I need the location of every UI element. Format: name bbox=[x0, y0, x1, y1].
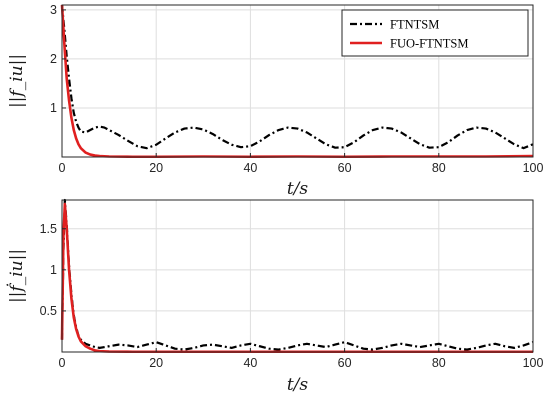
y-tick-label: 1.5 bbox=[40, 222, 57, 236]
x-tick-label: 100 bbox=[523, 161, 544, 175]
plot-frame bbox=[61, 199, 534, 353]
x-axis-label: t/s bbox=[287, 179, 309, 199]
legend-label-fuo-ftntsm: FUO-FTNTSM bbox=[390, 37, 469, 51]
x-tick-label: 20 bbox=[149, 356, 163, 370]
x-tick-label: 0 bbox=[59, 161, 66, 175]
y-tick-label: 1 bbox=[50, 263, 57, 277]
x-tick-label: 80 bbox=[432, 356, 446, 370]
x-tick-label: 40 bbox=[243, 356, 257, 370]
x-axis-label: t/s bbox=[287, 375, 309, 395]
x-tick-label: 60 bbox=[338, 161, 352, 175]
x-tick-label: 0 bbox=[59, 356, 66, 370]
x-tick-label: 60 bbox=[338, 356, 352, 370]
y-axis-label: ||ḟ_iu|| bbox=[7, 249, 27, 303]
series-fuo-ftntsm-line bbox=[60, 202, 533, 354]
x-tick-label: 100 bbox=[523, 356, 544, 370]
panel-1: 0 20 40 60 80 100 1 2 3 t/s ||f_iu|| bbox=[7, 3, 543, 199]
y-tick-label: 1 bbox=[50, 101, 57, 115]
y-tick-label: 2 bbox=[50, 52, 57, 66]
y-tick-label: 0.5 bbox=[40, 304, 57, 318]
legend-box bbox=[341, 9, 529, 57]
x-tick-label: 40 bbox=[243, 161, 257, 175]
panel-2: 0 20 40 60 80 100 0.5 1 1.5 t/s ||ḟ_iu|| bbox=[7, 198, 544, 395]
y-tick-label: 3 bbox=[50, 3, 57, 17]
plot-frame bbox=[61, 4, 534, 158]
y-axis-label: ||f_iu|| bbox=[7, 54, 27, 108]
legend-label-ftntsm: FTNTSM bbox=[390, 18, 439, 32]
x-tick-label: 80 bbox=[432, 161, 446, 175]
legend: FTNTSM FUO-FTNTSM bbox=[341, 9, 529, 57]
x-tick-label: 20 bbox=[149, 161, 163, 175]
series-ftntsm-line bbox=[60, 4, 534, 150]
series-ftntsm-line bbox=[60, 198, 534, 351]
